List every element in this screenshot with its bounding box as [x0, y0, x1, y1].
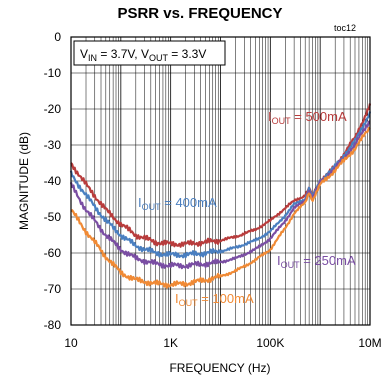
- y-tick-label: -80: [44, 318, 62, 332]
- x-tick-label: 10M: [358, 336, 381, 350]
- chart-title: PSRR vs. FREQUENCY: [117, 5, 282, 22]
- x-tick-label: 1K: [163, 336, 178, 350]
- y-tick-labels: 0 -10 -20 -30 -40 -50 -60 -70 -80: [44, 30, 62, 332]
- series-label-100mA: IOUT = 100mA: [175, 291, 254, 308]
- y-tick-label: -50: [44, 210, 62, 224]
- plot-frame: [70, 36, 371, 326]
- series-line-250mA: [69, 120, 371, 270]
- conditions-text: VIN = 3.7V, VOUT = 3.3V: [80, 47, 206, 63]
- y-tick-label: -40: [44, 174, 62, 188]
- y-tick-label: -60: [44, 246, 62, 260]
- y-tick-label: -10: [44, 66, 62, 80]
- chart-tag: toc12: [334, 23, 356, 33]
- y-tick-label: -30: [44, 138, 62, 152]
- series-label-500mA: IOUT = 500mA: [268, 109, 347, 126]
- series-line-100mA: [70, 126, 371, 289]
- series-label-250mA: IOUT = 250mA: [277, 253, 356, 270]
- y-tick-label: -20: [44, 102, 62, 116]
- y-tick-label: 0: [54, 30, 61, 44]
- x-tick-label: 100K: [256, 336, 284, 350]
- x-axis-label: FREQUENCY (Hz): [169, 361, 270, 375]
- x-tick-labels: 10 1K 100K 10M: [64, 336, 381, 350]
- y-axis-label: MAGNITUDE (dB): [17, 132, 31, 230]
- x-tick-label: 10: [64, 336, 78, 350]
- series-label-400mA: IOUT = 400mA: [138, 195, 217, 212]
- y-tick-label: -70: [44, 282, 62, 296]
- series-group: [69, 103, 372, 289]
- conditions-box: VIN = 3.7V, VOUT = 3.3V: [73, 40, 226, 66]
- series-labels: IOUT = 500mA IOUT = 400mA IOUT = 250mA IOUT…: [138, 109, 356, 308]
- grid: [71, 37, 370, 325]
